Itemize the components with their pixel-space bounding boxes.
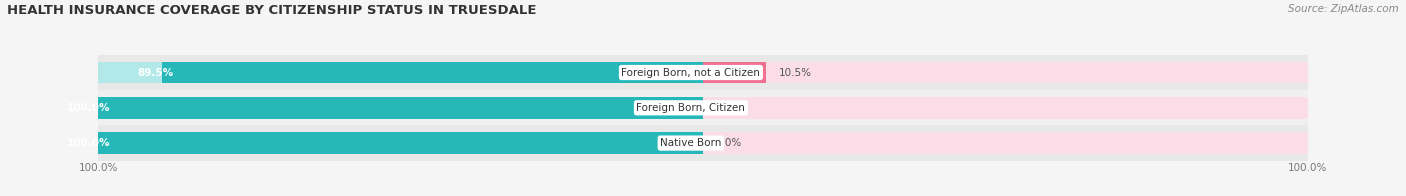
Text: 100.0%: 100.0% — [67, 103, 111, 113]
Bar — [703, 97, 1308, 119]
Text: 10.5%: 10.5% — [779, 67, 811, 78]
Bar — [703, 132, 1308, 154]
Bar — [98, 97, 703, 119]
Text: 0.0%: 0.0% — [716, 138, 741, 148]
Bar — [703, 90, 1308, 125]
Bar — [98, 90, 703, 125]
Text: 89.5%: 89.5% — [138, 67, 174, 78]
Bar — [703, 62, 766, 83]
Text: 100.0%: 100.0% — [67, 138, 111, 148]
Text: 0.0%: 0.0% — [716, 103, 741, 113]
Text: HEALTH INSURANCE COVERAGE BY CITIZENSHIP STATUS IN TRUESDALE: HEALTH INSURANCE COVERAGE BY CITIZENSHIP… — [7, 4, 537, 17]
Text: Source: ZipAtlas.com: Source: ZipAtlas.com — [1288, 4, 1399, 14]
Bar — [703, 55, 1308, 90]
Text: Foreign Born, not a Citizen: Foreign Born, not a Citizen — [621, 67, 761, 78]
Bar — [98, 132, 703, 154]
Bar — [98, 55, 703, 90]
Bar — [98, 132, 703, 154]
Bar — [703, 62, 1308, 83]
Bar — [98, 97, 703, 119]
Bar — [98, 62, 703, 83]
Bar — [162, 62, 703, 83]
Text: Foreign Born, Citizen: Foreign Born, Citizen — [637, 103, 745, 113]
Bar — [703, 125, 1308, 161]
Bar — [98, 125, 703, 161]
Text: Native Born: Native Born — [661, 138, 721, 148]
